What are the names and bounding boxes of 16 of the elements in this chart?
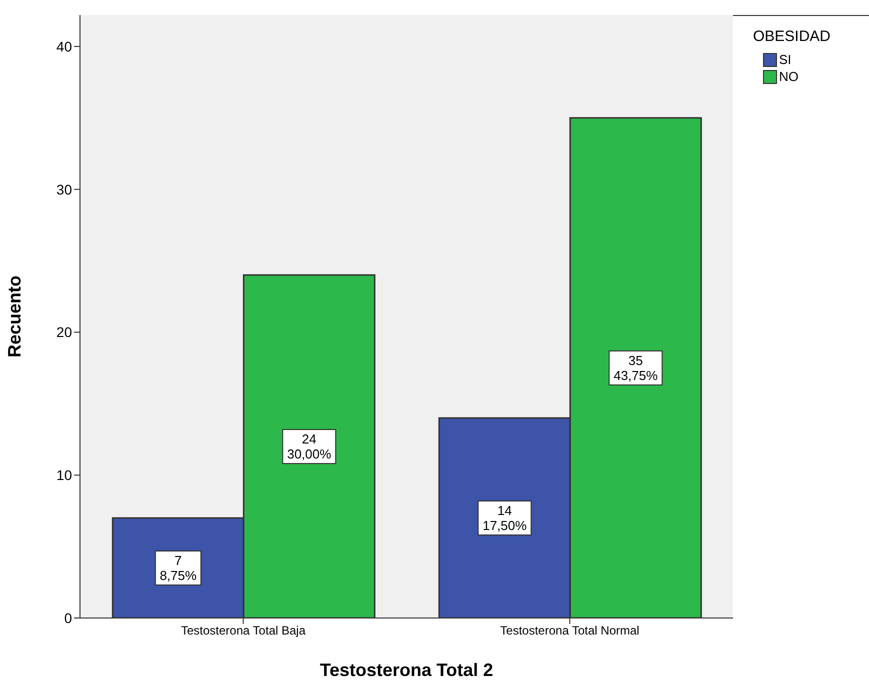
data-label: 24 30,00% <box>287 432 332 462</box>
y-axis-title: Recuento <box>4 275 24 358</box>
legend-title: OBESIDAD <box>753 28 831 45</box>
legend-label: SI <box>779 52 792 67</box>
y-tick-label: 10 <box>56 467 72 484</box>
y-tick-label: 0 <box>64 610 72 626</box>
x-tick-label: Testosterona Total Baja <box>180 624 306 638</box>
data-label: 7 8,75% <box>160 552 198 583</box>
data-label: 14 17,50% <box>482 502 528 533</box>
data-label: 35 43,75% <box>614 352 658 383</box>
y-tick-label: 20 <box>56 324 72 340</box>
x-tick-label: Testosterona Total Normal <box>500 624 640 638</box>
legend-label: NO <box>779 69 798 84</box>
y-tick-label: 40 <box>56 38 72 54</box>
x-axis-title: Testosterona Total 2 <box>320 660 494 680</box>
y-tick-label: 30 <box>56 181 72 198</box>
